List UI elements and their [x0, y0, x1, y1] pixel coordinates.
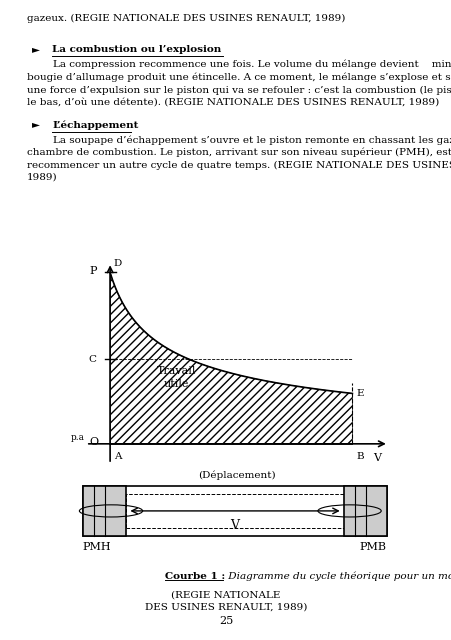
Text: O: O: [89, 437, 98, 447]
Text: La combustion ou l’explosion: La combustion ou l’explosion: [52, 45, 221, 54]
Text: E: E: [356, 389, 364, 398]
Text: (Déplacement): (Déplacement): [198, 470, 276, 479]
Text: D: D: [114, 259, 122, 268]
Text: La compression recommence une fois. Le volume du mélange devient    minimal ; la: La compression recommence une fois. Le v…: [27, 60, 451, 107]
Text: A: A: [114, 452, 121, 461]
Text: gazeux. (REGIE NATIONALE DES USINES RENAULT, 1989): gazeux. (REGIE NATIONALE DES USINES RENA…: [27, 14, 345, 23]
Text: V: V: [230, 519, 239, 532]
Text: Courbe 1 :: Courbe 1 :: [165, 572, 225, 580]
Text: Diagramme du cycle théorique pour un moteur à essence: Diagramme du cycle théorique pour un mot…: [224, 572, 451, 581]
Text: ►: ►: [32, 45, 40, 54]
Text: B: B: [356, 452, 364, 461]
Text: (REGIE NATIONALE
DES USINES RENAULT, 1989): (REGIE NATIONALE DES USINES RENAULT, 198…: [144, 591, 307, 612]
Polygon shape: [110, 273, 352, 444]
Text: P: P: [89, 266, 97, 276]
Bar: [83, 486, 386, 536]
Text: Travail
utile: Travail utile: [156, 366, 196, 388]
Text: C: C: [88, 355, 96, 364]
Text: L’échappement: L’échappement: [52, 120, 138, 130]
Text: PMB: PMB: [359, 542, 386, 552]
Bar: [125, 495, 344, 528]
Bar: [83, 486, 125, 536]
Text: La soupape d’échappement s’ouvre et le piston remonte en chassant les gaz brülés: La soupape d’échappement s’ouvre et le p…: [27, 135, 451, 182]
Text: PMH: PMH: [83, 542, 111, 552]
Text: ►: ►: [32, 120, 40, 129]
Text: V: V: [373, 453, 380, 463]
Bar: [344, 486, 386, 536]
Text: p.a: p.a: [71, 433, 84, 442]
Text: 25: 25: [218, 616, 233, 626]
